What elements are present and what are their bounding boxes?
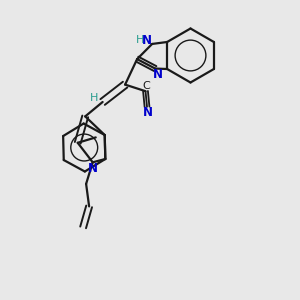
Text: C: C (142, 81, 150, 92)
Text: H: H (89, 92, 98, 103)
Text: N: N (142, 34, 152, 47)
Text: N: N (88, 162, 98, 175)
Text: N: N (152, 68, 163, 81)
Text: H: H (136, 35, 144, 45)
Text: N: N (143, 106, 153, 119)
